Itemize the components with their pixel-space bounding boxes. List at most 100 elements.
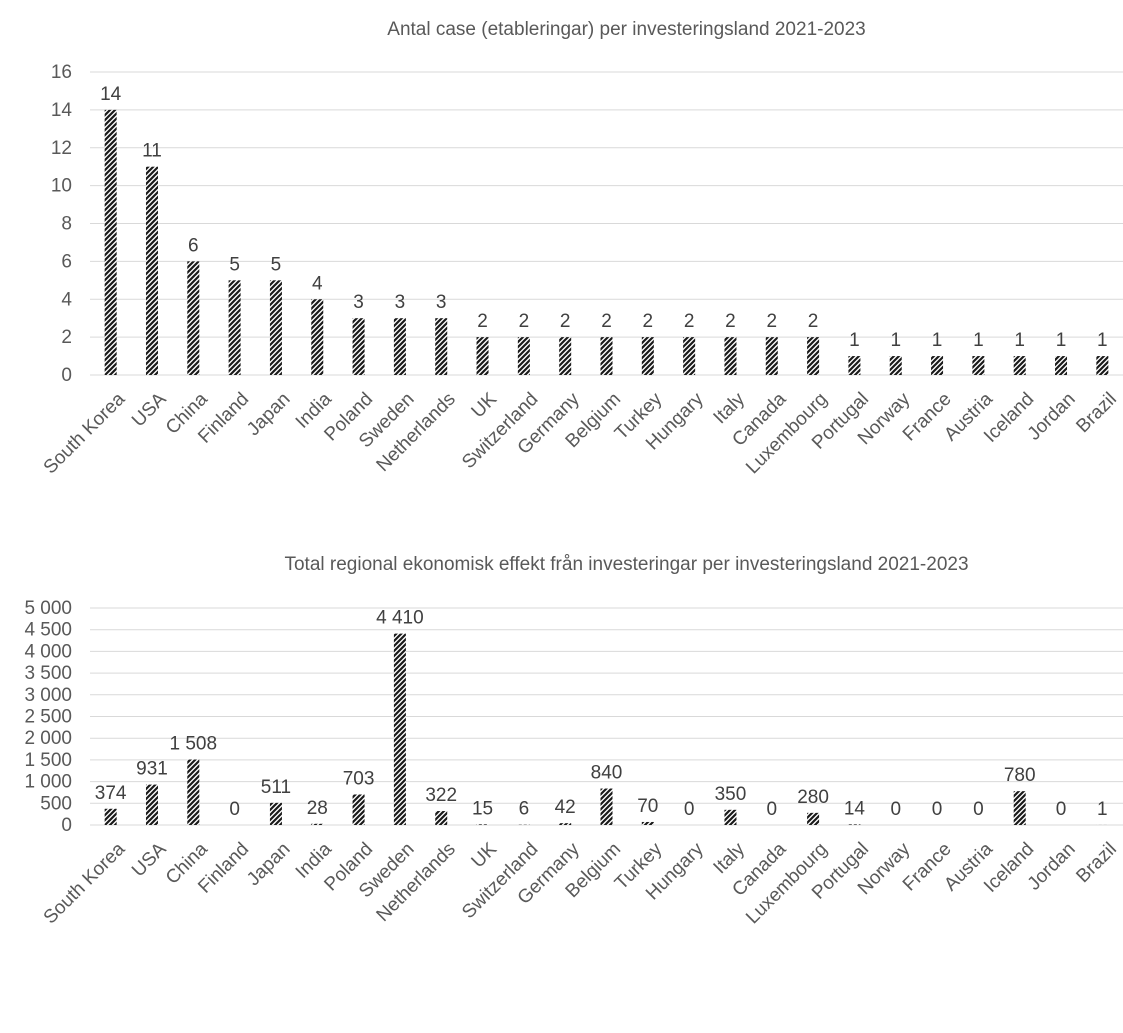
data-label: 2	[643, 311, 654, 332]
y-tick-label: 1 000	[24, 772, 72, 793]
data-label: 42	[555, 797, 576, 818]
chart-2: Total regional ekonomisk effekt från inv…	[24, 554, 1123, 928]
data-label: 5	[229, 254, 240, 275]
bar	[766, 337, 778, 375]
bar	[724, 337, 736, 375]
data-label: 1	[1014, 330, 1025, 351]
y-tick-label: 3 500	[24, 663, 72, 684]
category-label: UK	[468, 389, 502, 423]
bar	[1055, 356, 1067, 375]
bar	[807, 813, 819, 825]
data-label: 14	[844, 798, 866, 819]
bar	[642, 337, 654, 375]
category-label: Jordan	[1024, 839, 1080, 895]
data-label: 0	[890, 799, 901, 820]
data-label: 2	[725, 311, 736, 332]
bar	[559, 337, 571, 375]
bar	[187, 760, 199, 825]
y-tick-label: 14	[51, 100, 73, 121]
data-label: 0	[684, 799, 695, 820]
category-label: Brazil	[1072, 839, 1120, 887]
data-label: 1	[1097, 799, 1108, 820]
y-tick-label: 16	[51, 62, 72, 83]
bar	[187, 261, 199, 375]
data-label: 931	[136, 759, 168, 780]
y-tick-label: 2	[61, 327, 72, 348]
y-tick-label: 10	[51, 176, 72, 197]
data-label: 6	[188, 235, 199, 256]
data-label: 1	[890, 330, 901, 351]
bar	[477, 824, 489, 825]
data-label: 5	[271, 254, 282, 275]
y-tick-label: 4 500	[24, 620, 72, 641]
chart-1: Antal case (etableringar) per investerin…	[40, 19, 1123, 478]
category-label: Japan	[243, 839, 294, 890]
bar	[807, 337, 819, 375]
data-label: 840	[591, 763, 623, 784]
bar	[1014, 791, 1026, 825]
bar	[146, 785, 158, 825]
data-label: 0	[229, 799, 240, 820]
y-tick-label: 0	[61, 365, 72, 386]
y-tick-label: 3 000	[24, 685, 72, 706]
y-tick-label: 5 000	[24, 598, 72, 619]
data-label: 2	[519, 311, 530, 332]
data-label: 11	[142, 141, 162, 162]
bar	[146, 167, 158, 375]
data-label: 2	[684, 311, 695, 332]
y-tick-label: 8	[61, 214, 72, 235]
bar	[229, 280, 241, 375]
y-tick-label: 4 000	[24, 641, 72, 662]
data-label: 2	[808, 311, 819, 332]
data-label: 1	[973, 330, 984, 351]
data-label: 2	[766, 311, 777, 332]
data-label: 15	[472, 798, 493, 819]
data-label: 350	[715, 784, 747, 805]
y-tick-label: 0	[61, 815, 72, 836]
bar	[559, 823, 571, 825]
y-tick-label: 6	[61, 251, 72, 272]
category-label: South Korea	[40, 388, 130, 478]
bar	[1096, 356, 1108, 375]
chart-title: Antal case (etableringar) per investerin…	[387, 19, 865, 40]
bar	[394, 634, 406, 825]
bar	[1014, 356, 1026, 375]
bar	[105, 809, 117, 825]
data-label: 4 410	[376, 608, 424, 629]
bar	[642, 822, 654, 825]
data-label: 2	[477, 311, 488, 332]
y-tick-label: 2 000	[24, 728, 72, 749]
bar	[270, 803, 282, 825]
bar	[105, 110, 117, 375]
bar	[931, 356, 943, 375]
bar	[518, 337, 530, 375]
bar	[848, 824, 860, 825]
chart-title: Total regional ekonomisk effekt från inv…	[284, 554, 968, 575]
data-label: 2	[560, 311, 571, 332]
category-label: UK	[468, 839, 502, 873]
data-label: 3	[353, 292, 364, 313]
data-label: 3	[395, 292, 406, 313]
data-label: 703	[343, 768, 375, 789]
bar	[311, 824, 323, 825]
y-tick-label: 12	[51, 138, 72, 159]
y-tick-label: 4	[61, 289, 72, 310]
category-label: Japan	[243, 389, 294, 440]
y-tick-label: 2 500	[24, 707, 72, 728]
data-label: 374	[95, 783, 127, 804]
data-label: 0	[766, 799, 777, 820]
data-label: 3	[436, 292, 447, 313]
bar	[601, 337, 613, 375]
data-label: 1	[932, 330, 943, 351]
bar	[972, 356, 984, 375]
y-tick-label: 1 500	[24, 750, 72, 771]
category-label: Brazil	[1072, 389, 1120, 437]
data-label: 1 508	[170, 734, 218, 755]
bar	[890, 356, 902, 375]
data-label: 1	[849, 330, 860, 351]
category-label: Jordan	[1024, 389, 1080, 445]
category-label: South Korea	[40, 838, 130, 928]
data-label: 2	[601, 311, 612, 332]
